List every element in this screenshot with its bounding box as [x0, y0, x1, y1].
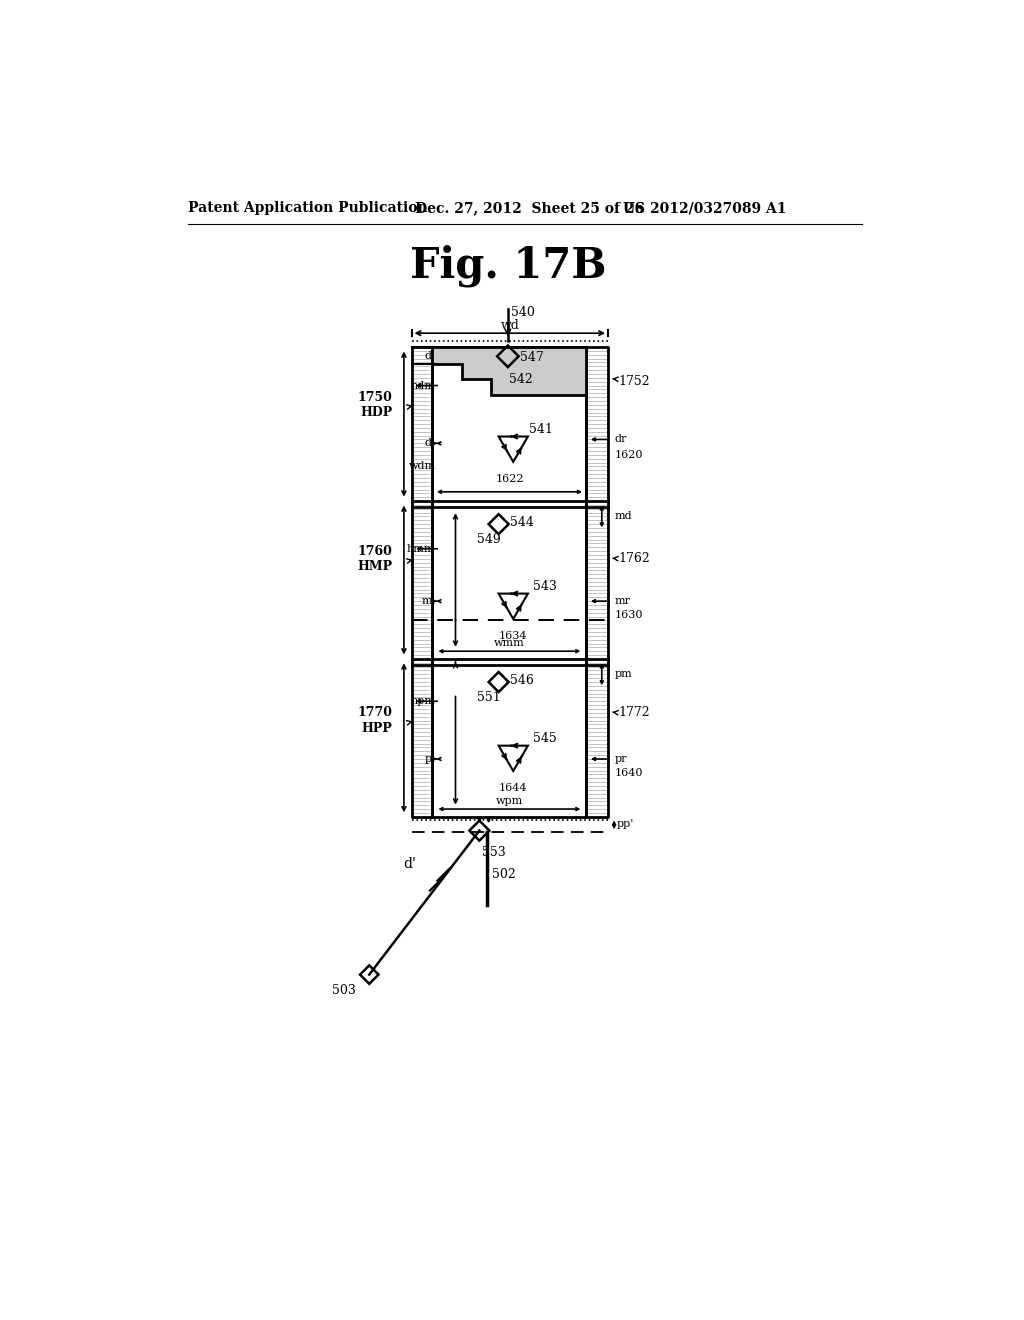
Text: 503: 503 — [332, 983, 355, 997]
Text: 1630: 1630 — [614, 610, 643, 620]
Text: df: df — [424, 351, 435, 360]
Text: 1750: 1750 — [357, 391, 392, 404]
Text: Fig. 17B: Fig. 17B — [410, 246, 606, 288]
Text: d': d' — [403, 857, 417, 871]
Text: 549: 549 — [477, 533, 501, 546]
Text: 547: 547 — [520, 351, 544, 364]
Text: 551: 551 — [477, 690, 501, 704]
Text: 543: 543 — [532, 579, 556, 593]
Text: Patent Application Publication: Patent Application Publication — [188, 202, 428, 215]
Text: HPP: HPP — [361, 722, 392, 735]
Text: pr: pr — [614, 754, 628, 764]
Text: 1634: 1634 — [499, 631, 527, 640]
Text: 1622: 1622 — [496, 474, 523, 483]
Text: 1620: 1620 — [614, 450, 643, 459]
Text: ml: ml — [421, 597, 435, 606]
Text: pp': pp' — [617, 820, 635, 829]
Text: 1770: 1770 — [357, 706, 392, 719]
Text: pm: pm — [614, 669, 633, 680]
Text: 541: 541 — [528, 422, 553, 436]
Text: wpm: wpm — [496, 796, 523, 807]
Text: 542: 542 — [509, 372, 534, 385]
Polygon shape — [432, 347, 587, 395]
Text: US 2012/0327089 A1: US 2012/0327089 A1 — [624, 202, 786, 215]
Text: hmm: hmm — [407, 544, 435, 554]
Text: md: md — [614, 511, 633, 521]
Text: Dec. 27, 2012  Sheet 25 of 26: Dec. 27, 2012 Sheet 25 of 26 — [416, 202, 644, 215]
Text: 545: 545 — [532, 733, 556, 744]
Text: HMP: HMP — [357, 560, 392, 573]
Text: hpm: hpm — [411, 696, 435, 706]
Text: 1644: 1644 — [499, 783, 527, 793]
Text: 1760: 1760 — [357, 545, 392, 557]
Text: 502: 502 — [492, 869, 515, 880]
Text: pl: pl — [425, 754, 435, 764]
Text: hdm: hdm — [411, 380, 435, 391]
Text: 1640: 1640 — [614, 768, 643, 777]
Text: mr: mr — [614, 597, 631, 606]
Text: wdm: wdm — [409, 462, 435, 471]
Text: 1772: 1772 — [618, 706, 650, 719]
Text: 1762: 1762 — [618, 552, 650, 565]
Text: wd: wd — [501, 319, 519, 333]
Text: 1752: 1752 — [618, 375, 650, 388]
Text: 553: 553 — [481, 846, 506, 859]
Text: 546: 546 — [510, 675, 535, 686]
Text: HDP: HDP — [360, 407, 392, 418]
Text: 540: 540 — [511, 306, 535, 319]
Text: dl: dl — [425, 438, 435, 449]
Text: wmm: wmm — [494, 639, 524, 648]
Text: 544: 544 — [510, 516, 535, 529]
Text: dr: dr — [614, 434, 628, 445]
